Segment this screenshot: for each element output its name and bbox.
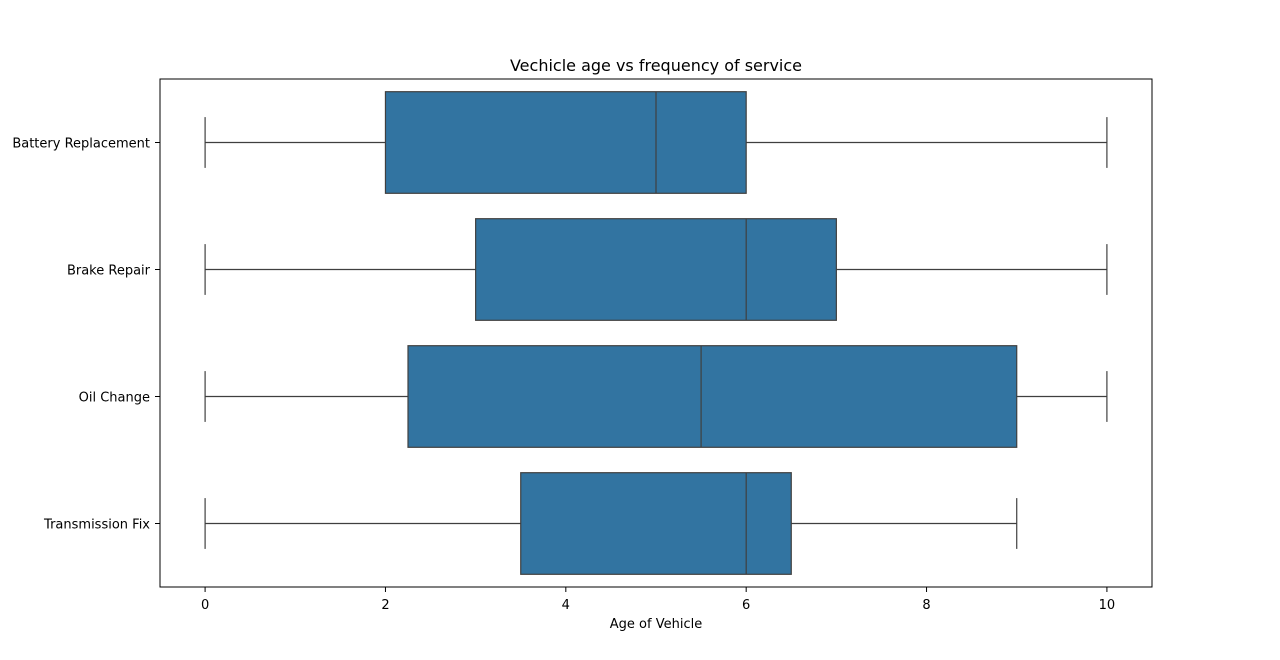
x-tick-label: 0 — [201, 598, 209, 613]
plot-area — [204, 91, 1108, 575]
x-tick-label: 8 — [922, 598, 930, 613]
box-group — [204, 218, 1108, 321]
x-tick-label: 2 — [381, 598, 389, 613]
box-group — [204, 345, 1108, 448]
y-tick-label: Oil Change — [79, 391, 150, 406]
box-iqr — [384, 91, 747, 194]
box-iqr — [520, 472, 792, 575]
y-tick-label: Transmission Fix — [43, 518, 150, 533]
chart-title: Vechicle age vs frequency of service — [510, 56, 802, 75]
x-axis: 0 2 4 6 8 10 — [201, 587, 1115, 613]
x-tick-label: 4 — [562, 598, 570, 613]
box-iqr — [407, 345, 1018, 448]
y-tick-label: Battery Replacement — [12, 137, 150, 152]
plot-frame — [159, 78, 1153, 588]
y-tick-label: Brake Repair — [67, 264, 151, 279]
box-iqr — [475, 218, 837, 321]
y-axis: Battery Replacement Brake Repair Oil Chang… — [12, 137, 160, 533]
box-group — [204, 472, 1018, 575]
x-tick-label: 10 — [1099, 598, 1116, 613]
x-tick-label: 6 — [742, 598, 750, 613]
x-axis-label: Age of Vehicle — [610, 617, 702, 632]
box-group — [204, 91, 1108, 194]
